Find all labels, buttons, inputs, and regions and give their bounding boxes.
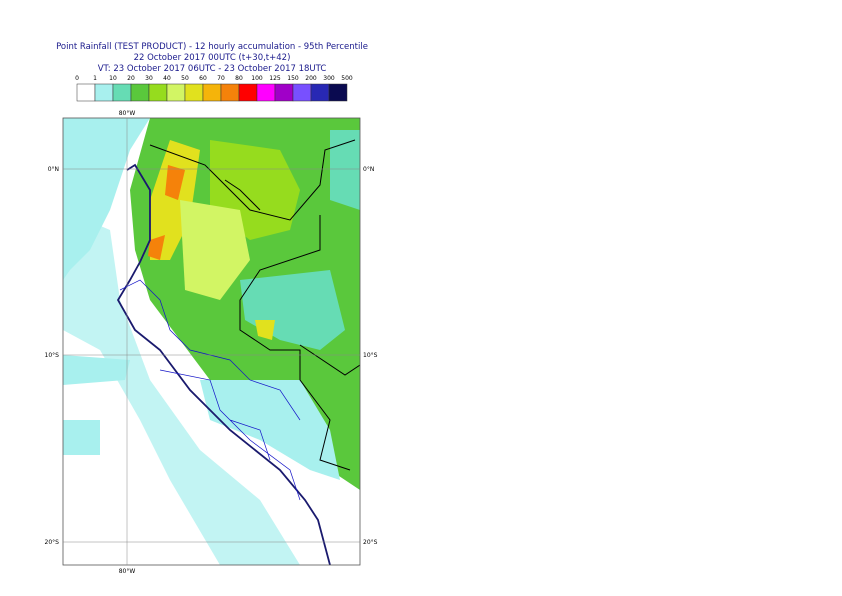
lat-label: 0°N [48, 166, 59, 173]
legend-swatch [148, 83, 168, 102]
lat-label: 10°S [363, 352, 378, 359]
legend-swatch [76, 83, 96, 102]
legend-label: 70 [217, 75, 225, 82]
lat-label: 0°N [363, 166, 374, 173]
legend-label: 125 [269, 75, 281, 82]
legend-label: 500 [341, 75, 353, 82]
lon-label: 80°W [119, 110, 136, 117]
legend-swatch [166, 83, 186, 102]
legend-swatch [292, 83, 312, 102]
legend-label: 200 [305, 75, 317, 82]
legend-swatch [238, 83, 258, 102]
title: Point Rainfall (TEST PRODUCT) - 12 hourl… [56, 42, 368, 52]
legend-swatch [130, 83, 150, 102]
legend-swatch [328, 83, 348, 102]
legend-label: 100 [251, 75, 263, 82]
lon-label: 80°W [119, 568, 136, 575]
legend-swatch [112, 83, 132, 102]
lat-label: 20°S [363, 539, 378, 546]
legend-swatch [310, 83, 330, 102]
legend-label: 10 [109, 75, 117, 82]
legend-label: 80 [235, 75, 243, 82]
legend-label: 20 [127, 75, 135, 82]
lat-label: 10°S [45, 352, 60, 359]
legend-swatch [94, 83, 114, 102]
legend-swatch [184, 83, 204, 102]
graticule: 80°W 80°W 0°N 0°N 10°S 10°S 20°S 20°S [45, 110, 378, 575]
legend-swatch [274, 83, 294, 102]
legend-label: 50 [181, 75, 189, 82]
legend-swatch [202, 83, 222, 102]
legend-label: 60 [199, 75, 207, 82]
legend-label: 1 [93, 75, 97, 82]
lat-label: 20°S [45, 539, 60, 546]
legend-label: 150 [287, 75, 299, 82]
map [63, 118, 360, 565]
valid-time: VT: 23 October 2017 06UTC - 23 October 2… [98, 64, 327, 74]
legend-label: 0 [75, 75, 79, 82]
legend-label: 300 [323, 75, 335, 82]
legend-swatch [220, 83, 240, 102]
legend-swatch [256, 83, 276, 102]
legend: 0 1 10 20 30 40 50 60 70 80 100 125 150 200 300 500 [75, 75, 353, 102]
legend-label: 40 [163, 75, 171, 82]
base-time: 22 October 2017 00UTC (t+30,t+42) [134, 53, 291, 63]
legend-label: 30 [145, 75, 153, 82]
